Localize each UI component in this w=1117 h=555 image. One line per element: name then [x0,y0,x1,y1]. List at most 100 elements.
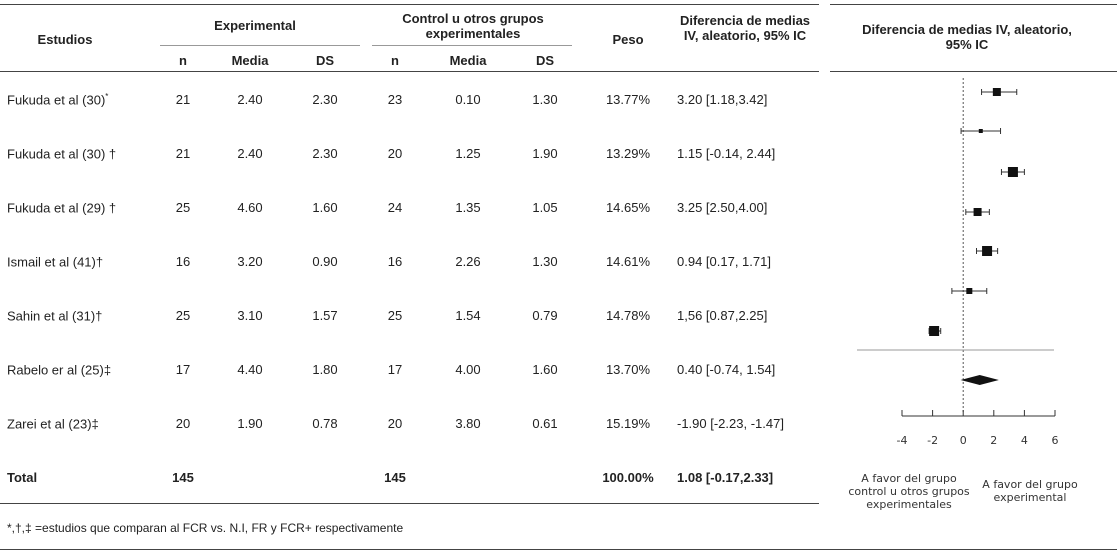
cell-ci: 0.40 [-0.74, 1.54] [677,362,776,377]
cell-sd-c: 0.61 [532,416,558,431]
cell-sd-e: 2.30 [312,92,338,107]
plot-title: Diferencia de medias IV, aleatorio, 95% … [862,22,1072,52]
cell-sd-c: 1.30 [532,254,558,269]
point-marker [982,246,993,256]
cell-n-e: 20 [175,416,191,431]
table-row: Ismail et al (41)† 16 3.20 0.90 16 2.26 1.30 14… [0,254,819,272]
cell-n-e: 17 [175,362,191,377]
study-suffix: ‡ [103,362,112,378]
study-label: Rabelo er al (25) [7,362,104,378]
total-rule [0,503,819,504]
study-name: Fukuda et al (30)* [7,92,108,107]
cell-sd-c: 1.30 [532,92,558,107]
cell-ci: 0.94 [0.17, 1.71] [677,254,771,269]
footnote: *,†,‡ =estudios que comparan al FCR vs. … [7,521,404,535]
total-row: Total 145 145 100.00% 1.08 [-0.17,2.33] [0,470,819,488]
study-suffix: † [105,200,117,216]
study-label: Zarei et al (23) [7,416,92,432]
forest-plot: -4 -2 0 2 4 6 [857,78,1059,447]
x-tick-label: -2 [927,434,938,447]
favors-right-label: A favor del grupo experimental [982,478,1078,504]
cell-sd-e: 0.90 [312,254,338,269]
header-n-ctrl: n [391,53,399,68]
cell-n-e: 25 [175,200,191,215]
cell-mean-c: 1.54 [455,308,481,323]
cell-weight: 13.70% [605,362,651,377]
top-rule [0,4,819,5]
point-marker [992,88,1001,96]
cell-sd-e: 1.57 [312,308,338,323]
x-tick-label: 6 [1052,434,1059,447]
cell-weight: 14.78% [605,308,651,323]
cell-mean-e: 3.10 [237,308,263,323]
cell-sd-c: 1.90 [532,146,558,161]
header-experimental: Experimental [214,18,296,33]
cell-weight: 14.61% [605,254,651,269]
cell-n-c: 16 [387,254,403,269]
cell-mean-c: 1.35 [455,200,481,215]
summary-diamond [960,375,999,385]
x-tick-label: 4 [1021,434,1028,447]
total-n-exp: 145 [172,470,194,485]
x-tick-label: 0 [960,434,967,447]
cell-sd-e: 0.78 [312,416,338,431]
header-mean-ctrl: Media [449,53,487,68]
study-name: Rabelo er al (25)‡ [7,362,111,377]
ctrl-underline [372,45,572,46]
point-marker [978,129,983,133]
study-name: Zarei et al (23)‡ [7,416,99,431]
cell-mean-c: 4.00 [455,362,481,377]
header-mean-exp: Media [231,53,269,68]
point-marker [973,208,982,216]
favors-left-label: A favor del grupo control u otros grupos… [848,472,970,511]
cell-mean-c: 0.10 [455,92,481,107]
cell-mean-c: 3.80 [455,416,481,431]
header-diff: Diferencia de medias IV, aleatorio, 95% … [679,13,811,43]
cell-sd-e: 2.30 [312,146,338,161]
cell-weight: 13.29% [605,146,651,161]
header-rule [0,71,819,72]
cell-weight: 14.65% [605,200,651,215]
plot-header-rule [830,71,1117,72]
point-marker [966,288,973,294]
table-row: Sahin et al (31)† 25 3.10 1.57 25 1.54 0.79 14.… [0,308,819,326]
cell-n-e: 21 [175,146,191,161]
header-n-exp: n [179,53,187,68]
study-mark: * [105,92,109,101]
study-suffix: ‡ [91,416,99,432]
cell-n-c: 24 [387,200,403,215]
x-tick-label: 2 [990,434,997,447]
study-name: Fukuda et al (30) † [7,146,116,161]
cell-mean-c: 2.26 [455,254,481,269]
study-label: Ismail et al (41) [7,254,96,270]
table-row: Fukuda et al (30) † 21 2.40 2.30 20 1.25 1.90 1… [0,146,819,164]
cell-ci: 3.20 [1.18,3.42] [677,92,768,107]
cell-sd-c: 1.05 [532,200,558,215]
cell-n-e: 16 [175,254,191,269]
study-name: Ismail et al (41)† [7,254,103,269]
cell-n-c: 23 [387,92,403,107]
cell-weight: 13.77% [605,92,651,107]
x-tick-label: -4 [897,434,908,447]
cell-mean-e: 4.40 [237,362,263,377]
cell-ci: -1.90 [-2.23, -1.47] [677,416,784,431]
cell-weight: 15.19% [605,416,651,431]
cell-mean-e: 1.90 [237,416,263,431]
study-label: Sahin et al (31) [7,308,96,324]
header-sd-ctrl: DS [535,53,555,68]
total-weight: 100.00% [602,470,654,485]
cell-mean-c: 1.25 [455,146,481,161]
cell-n-c: 20 [387,146,403,161]
cell-sd-c: 1.60 [532,362,558,377]
study-label: Fukuda et al (30) [7,92,106,108]
table-row: Fukuda et al (30)* 21 2.40 2.30 23 0.10 1.30 13… [0,92,819,110]
cell-ci: 1.15 [-0.14, 2.44] [677,146,776,161]
table-row: Fukuda et al (29) † 25 4.60 1.60 24 1.35 1.05 1… [0,200,819,218]
bottom-rule [0,549,1117,550]
cell-n-c: 25 [387,308,403,323]
study-suffix: † [105,146,117,162]
total-n-ctrl: 145 [384,470,406,485]
header-studies: Estudios [37,32,93,47]
study-label: Fukuda et al (30) [7,146,106,162]
cell-mean-e: 4.60 [237,200,263,215]
